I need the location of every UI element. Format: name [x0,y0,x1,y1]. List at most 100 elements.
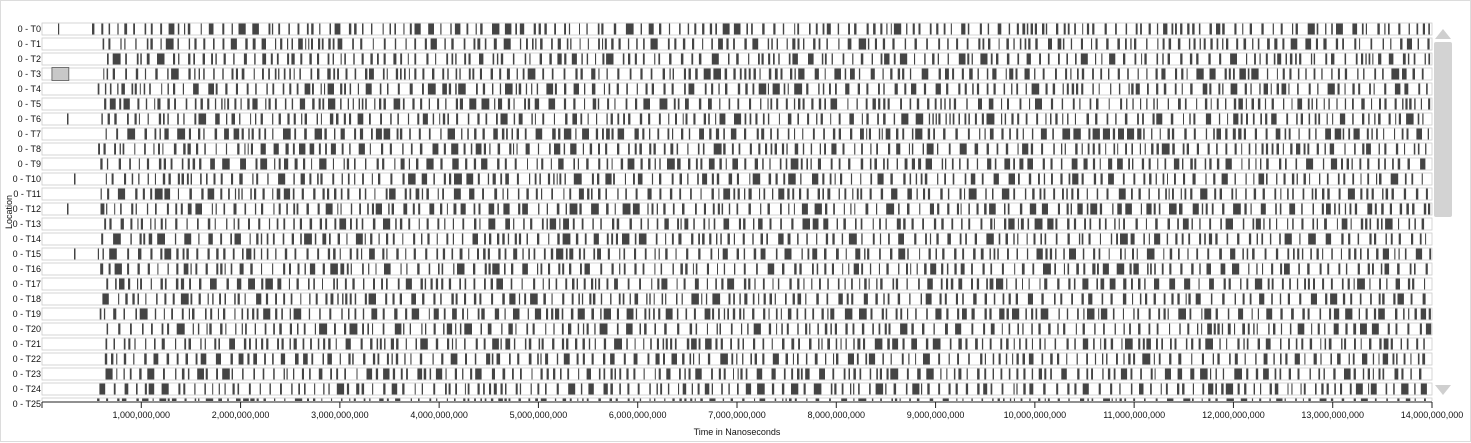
event-bar[interactable] [794,128,796,140]
event-bar[interactable] [1103,323,1105,335]
event-bar[interactable] [672,398,675,410]
event-bar[interactable] [1385,233,1387,245]
event-bar[interactable] [490,278,493,290]
event-bar[interactable] [905,383,908,395]
event-bar[interactable] [1081,68,1085,80]
event-bar[interactable] [164,128,169,140]
event-bar[interactable] [1068,398,1070,410]
event-bar[interactable] [536,158,538,170]
event-bar[interactable] [667,128,670,140]
event-bar[interactable] [184,23,186,35]
event-bar[interactable] [654,248,656,260]
event-bar[interactable] [743,278,747,290]
event-bar[interactable] [273,203,275,215]
event-bar[interactable] [1336,98,1338,110]
event-bar[interactable] [923,353,930,365]
event-bar[interactable] [1054,338,1057,350]
event-bar[interactable] [329,233,331,245]
event-bar[interactable] [648,23,654,35]
event-bar[interactable] [1029,98,1031,110]
event-bar[interactable] [762,338,765,350]
event-bar[interactable] [628,113,631,125]
event-bar[interactable] [668,23,671,35]
event-bar[interactable] [1316,23,1319,35]
event-bar[interactable] [171,68,179,80]
event-bar[interactable] [782,398,784,410]
event-bar[interactable] [789,278,792,290]
event-bar[interactable] [968,218,971,230]
event-bar[interactable] [1237,383,1240,395]
event-bar[interactable] [682,383,687,395]
event-bar[interactable] [162,143,164,155]
event-bar[interactable] [430,38,437,50]
event-bar[interactable] [272,233,275,245]
event-bar[interactable] [1092,128,1100,140]
event-bar[interactable] [791,218,794,230]
event-bar[interactable] [821,338,823,350]
event-bar[interactable] [1218,113,1221,125]
event-bar[interactable] [637,383,640,395]
event-bar[interactable] [501,323,503,335]
event-bar[interactable] [1384,98,1387,110]
event-bar[interactable] [427,233,430,245]
event-bar[interactable] [744,38,747,50]
event-bar[interactable] [384,338,386,350]
event-bar[interactable] [1066,338,1069,350]
event-bar[interactable] [1325,293,1328,305]
event-bar[interactable] [653,308,655,320]
event-bar[interactable] [1204,98,1208,110]
event-bar[interactable] [852,188,854,200]
event-bar[interactable] [1354,338,1356,350]
event-bar[interactable] [1418,83,1421,95]
event-bar[interactable] [525,83,528,95]
event-bar[interactable] [1417,353,1420,365]
event-bar[interactable] [1414,398,1416,410]
event-bar[interactable] [1294,353,1300,365]
event-bar[interactable] [119,143,121,155]
event-bar[interactable] [1130,233,1135,245]
event-bar[interactable] [1006,38,1009,50]
event-bar[interactable] [134,113,137,125]
event-bar[interactable] [1311,323,1313,335]
event-bar[interactable] [391,203,394,215]
event-bar[interactable] [1154,263,1156,275]
event-bar[interactable] [1271,293,1273,305]
event-bar[interactable] [284,158,289,170]
event-bar[interactable] [380,113,382,125]
event-bar[interactable] [695,68,698,80]
event-bar[interactable] [456,113,459,125]
event-bar[interactable] [1291,98,1293,110]
event-bar[interactable] [1099,233,1101,245]
event-bar[interactable] [1274,368,1277,380]
event-bar[interactable] [734,263,736,275]
event-bar[interactable] [1279,158,1282,170]
event-bar[interactable] [144,23,147,35]
event-bar[interactable] [421,188,424,200]
event-bar[interactable] [1304,278,1306,290]
event-bar[interactable] [250,143,253,155]
event-bar[interactable] [1055,248,1057,260]
event-bar[interactable] [1354,248,1357,260]
event-bar[interactable] [291,53,295,65]
event-bar[interactable] [1323,98,1325,110]
event-bar[interactable] [362,173,364,185]
event-bar[interactable] [1115,23,1117,35]
event-bar[interactable] [383,98,386,110]
event-bar[interactable] [530,293,538,305]
event-bar[interactable] [194,113,197,125]
event-bar[interactable] [167,113,169,125]
event-bar[interactable] [753,68,756,80]
event-bar[interactable] [386,353,389,365]
event-bar[interactable] [677,218,679,230]
event-bar[interactable] [797,293,802,305]
event-bar[interactable] [882,68,884,80]
event-bar[interactable] [1378,308,1385,320]
event-bar[interactable] [372,383,374,395]
event-bar[interactable] [562,233,571,245]
event-bar[interactable] [880,53,883,65]
event-bar[interactable] [216,368,218,380]
event-bar[interactable] [733,188,736,200]
event-bar[interactable] [924,263,927,275]
event-bar[interactable] [705,338,712,350]
event-bar[interactable] [224,293,227,305]
